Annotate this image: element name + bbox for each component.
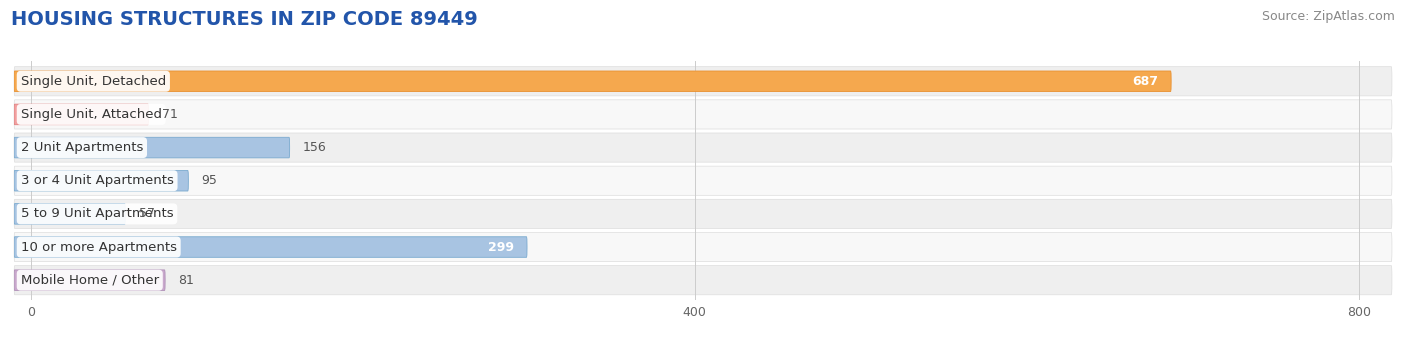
Text: 10 or more Apartments: 10 or more Apartments [21,240,177,254]
FancyBboxPatch shape [14,166,1392,195]
Text: 156: 156 [302,141,326,154]
Text: 81: 81 [179,274,194,287]
Text: 95: 95 [201,174,218,187]
FancyBboxPatch shape [14,100,1392,129]
FancyBboxPatch shape [14,104,149,125]
FancyBboxPatch shape [14,233,1392,262]
Text: 5 to 9 Unit Apartments: 5 to 9 Unit Apartments [21,207,173,220]
FancyBboxPatch shape [14,137,290,158]
Text: 299: 299 [488,240,513,254]
Text: Single Unit, Attached: Single Unit, Attached [21,108,162,121]
Text: 2 Unit Apartments: 2 Unit Apartments [21,141,143,154]
Text: Single Unit, Detached: Single Unit, Detached [21,75,166,88]
FancyBboxPatch shape [14,133,1392,162]
Text: HOUSING STRUCTURES IN ZIP CODE 89449: HOUSING STRUCTURES IN ZIP CODE 89449 [11,10,478,29]
Text: 687: 687 [1132,75,1159,88]
Text: Mobile Home / Other: Mobile Home / Other [21,274,159,287]
FancyBboxPatch shape [14,67,1392,96]
Text: 71: 71 [162,108,177,121]
FancyBboxPatch shape [14,71,1171,91]
Text: Source: ZipAtlas.com: Source: ZipAtlas.com [1261,10,1395,23]
FancyBboxPatch shape [14,270,165,291]
FancyBboxPatch shape [14,199,1392,228]
FancyBboxPatch shape [14,170,188,191]
FancyBboxPatch shape [14,204,125,224]
Text: 57: 57 [139,207,155,220]
FancyBboxPatch shape [14,266,1392,295]
Text: 3 or 4 Unit Apartments: 3 or 4 Unit Apartments [21,174,173,187]
FancyBboxPatch shape [14,237,527,257]
